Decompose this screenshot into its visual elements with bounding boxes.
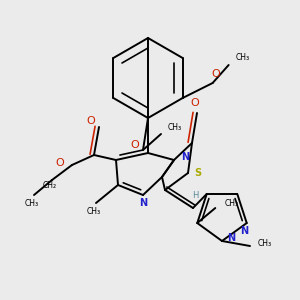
Text: O: O — [211, 69, 220, 79]
Text: CH₂: CH₂ — [43, 182, 57, 190]
Text: CH₃: CH₃ — [87, 206, 101, 215]
Text: H: H — [192, 191, 198, 200]
Text: O: O — [190, 98, 200, 108]
Text: N: N — [227, 233, 235, 243]
Text: O: O — [130, 140, 140, 150]
Text: CH₃: CH₃ — [236, 53, 250, 62]
Text: CH₃: CH₃ — [224, 199, 238, 208]
Text: CH₃: CH₃ — [168, 122, 182, 131]
Text: O: O — [55, 158, 64, 168]
Text: N: N — [240, 226, 248, 236]
Text: CH₃: CH₃ — [25, 199, 39, 208]
Text: S: S — [194, 168, 201, 178]
Text: N: N — [139, 198, 147, 208]
Text: O: O — [87, 116, 95, 126]
Text: N: N — [181, 152, 189, 162]
Text: CH₃: CH₃ — [258, 238, 272, 247]
